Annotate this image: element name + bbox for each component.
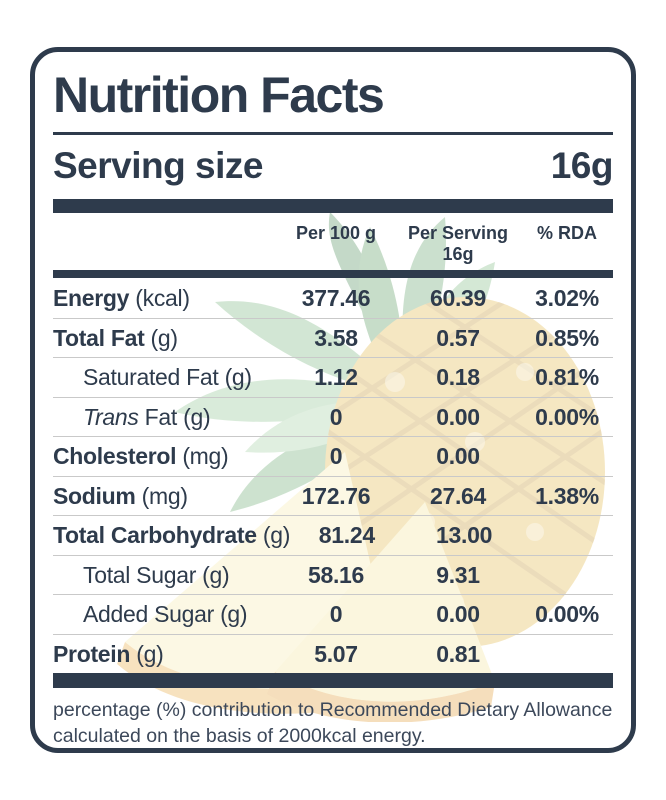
nutrient-unit: (g) [262, 522, 291, 549]
nutrient-name: Protein [53, 640, 137, 667]
nutrient-label: Trans Fat (g) [53, 404, 277, 431]
nutrient-label: Energy (kcal) [53, 285, 277, 312]
column-header-row: Per 100 g Per Serving 16g % RDA [53, 213, 613, 270]
value-per-100g: 0 [329, 601, 343, 628]
nutrient-name: Energy [53, 284, 136, 311]
value-per-serving: 0.00 [436, 443, 480, 470]
value-per-serving: 27.64 [429, 482, 487, 509]
nutrient-unit: (mg) [182, 443, 229, 470]
thick-divider-bottom [53, 673, 613, 689]
nutrient-label: Total Sugar (g) [53, 562, 277, 589]
nutrient-name: Total Sugar [83, 561, 203, 588]
value-per-serving: 0.00 [436, 403, 480, 430]
nutrient-unit: (g) [183, 403, 211, 430]
value-per-serving: 0.00 [436, 601, 480, 628]
label-title: Nutrition Facts [53, 67, 385, 123]
table-row: Cholesterol (mg) 0 0.00 [53, 436, 613, 476]
nutrient-table: Energy (kcal) 377.46 60.39 3.02% Total Fat (… [53, 278, 613, 673]
column-header-per-100g: Per 100 g [295, 223, 377, 243]
column-header-per-serving-sub: 16g [442, 243, 474, 264]
value-per-100g: 172.76 [301, 482, 371, 509]
nutrient-label: Protein (g) [53, 641, 277, 668]
value-per-100g: 1.12 [314, 364, 358, 391]
nutrient-unit: (g) [202, 561, 230, 588]
nutrient-unit: (g) [150, 324, 179, 351]
value-per-serving: 0.57 [436, 324, 480, 351]
table-row: Added Sugar (g) 0 0.00 0.00% [53, 594, 613, 634]
value-rda: 0.00% [535, 601, 599, 628]
nutrient-unit: (g) [224, 364, 253, 391]
table-row: Protein (g) 5.07 0.81 [53, 633, 613, 674]
value-per-100g: 0 [329, 403, 343, 430]
value-rda: 1.38% [535, 482, 599, 509]
value-per-100g: 5.07 [314, 640, 358, 667]
table-row: Total Fat (g) 3.58 0.57 0.85% [53, 317, 613, 358]
value-per-serving: 0.81 [436, 640, 480, 667]
table-row: Sodium (mg) 172.76 27.64 1.38% [53, 475, 613, 516]
nutrient-name: Saturated Fat [83, 364, 225, 391]
header-divider [53, 270, 613, 279]
column-header-per-serving: Per Serving 16g [395, 223, 521, 264]
value-rda: 0.81% [535, 364, 599, 391]
nutrient-name: Total Carbohydrate [53, 522, 263, 549]
nutrient-name: Total Fat [53, 324, 151, 351]
table-row: Saturated Fat (g) 1.12 0.18 0.81% [53, 357, 613, 397]
value-rda: 0.85% [535, 324, 599, 351]
column-header-rda: % RDA [536, 223, 597, 243]
serving-size-label: Serving size [53, 145, 263, 186]
value-per-100g: 377.46 [301, 284, 371, 311]
rda-footnote: percentage (%) contribution to Recommend… [53, 699, 613, 748]
nutrient-label: Sodium (mg) [53, 483, 277, 510]
nutrient-label: Total Fat (g) [53, 325, 277, 352]
thick-divider-top [53, 199, 613, 213]
table-row: Energy (kcal) 377.46 60.39 3.02% [53, 278, 613, 318]
title-divider [53, 132, 613, 135]
nutrient-name: Fat [138, 403, 184, 430]
value-per-100g: 3.58 [314, 324, 358, 351]
nutrient-label: Cholesterol (mg) [53, 443, 277, 470]
nutrient-label: Saturated Fat (g) [53, 364, 277, 391]
value-per-serving: 9.31 [436, 561, 480, 588]
nutrient-name: Added Sugar [83, 601, 221, 628]
nutrient-unit: (g) [220, 601, 248, 628]
value-per-100g: 81.24 [318, 522, 375, 549]
nutrition-facts-label: Nutrition Facts Serving size 16g Per 100… [30, 47, 636, 753]
table-row: Trans Fat (g) 0 0.00 0.00% [53, 396, 613, 437]
nutrient-unit: (kcal) [135, 284, 190, 311]
value-rda: 0.00% [535, 403, 599, 430]
table-row: Total Sugar (g) 58.16 9.31 [53, 554, 613, 595]
nutrient-unit: (g) [136, 640, 164, 667]
nutrient-name: Sodium [53, 482, 142, 509]
value-rda: 3.02% [535, 284, 599, 311]
value-per-serving: 13.00 [436, 522, 493, 549]
value-per-serving: 0.18 [436, 364, 480, 391]
nutrient-name: Cholesterol [53, 443, 183, 470]
nutrient-label: Added Sugar (g) [53, 601, 277, 628]
value-per-100g: 58.16 [307, 561, 365, 588]
value-per-serving: 60.39 [429, 284, 487, 311]
table-row: Total Carbohydrate (g) 81.24 13.00 [53, 515, 613, 555]
value-per-100g: 0 [329, 443, 343, 470]
serving-size-value: 16g [550, 145, 614, 186]
serving-size-row: Serving size 16g [53, 135, 614, 199]
nutrient-label: Total Carbohydrate (g) [53, 522, 290, 549]
nutrient-unit: (mg) [141, 482, 188, 509]
nutrient-name-italic: Trans [83, 403, 139, 430]
